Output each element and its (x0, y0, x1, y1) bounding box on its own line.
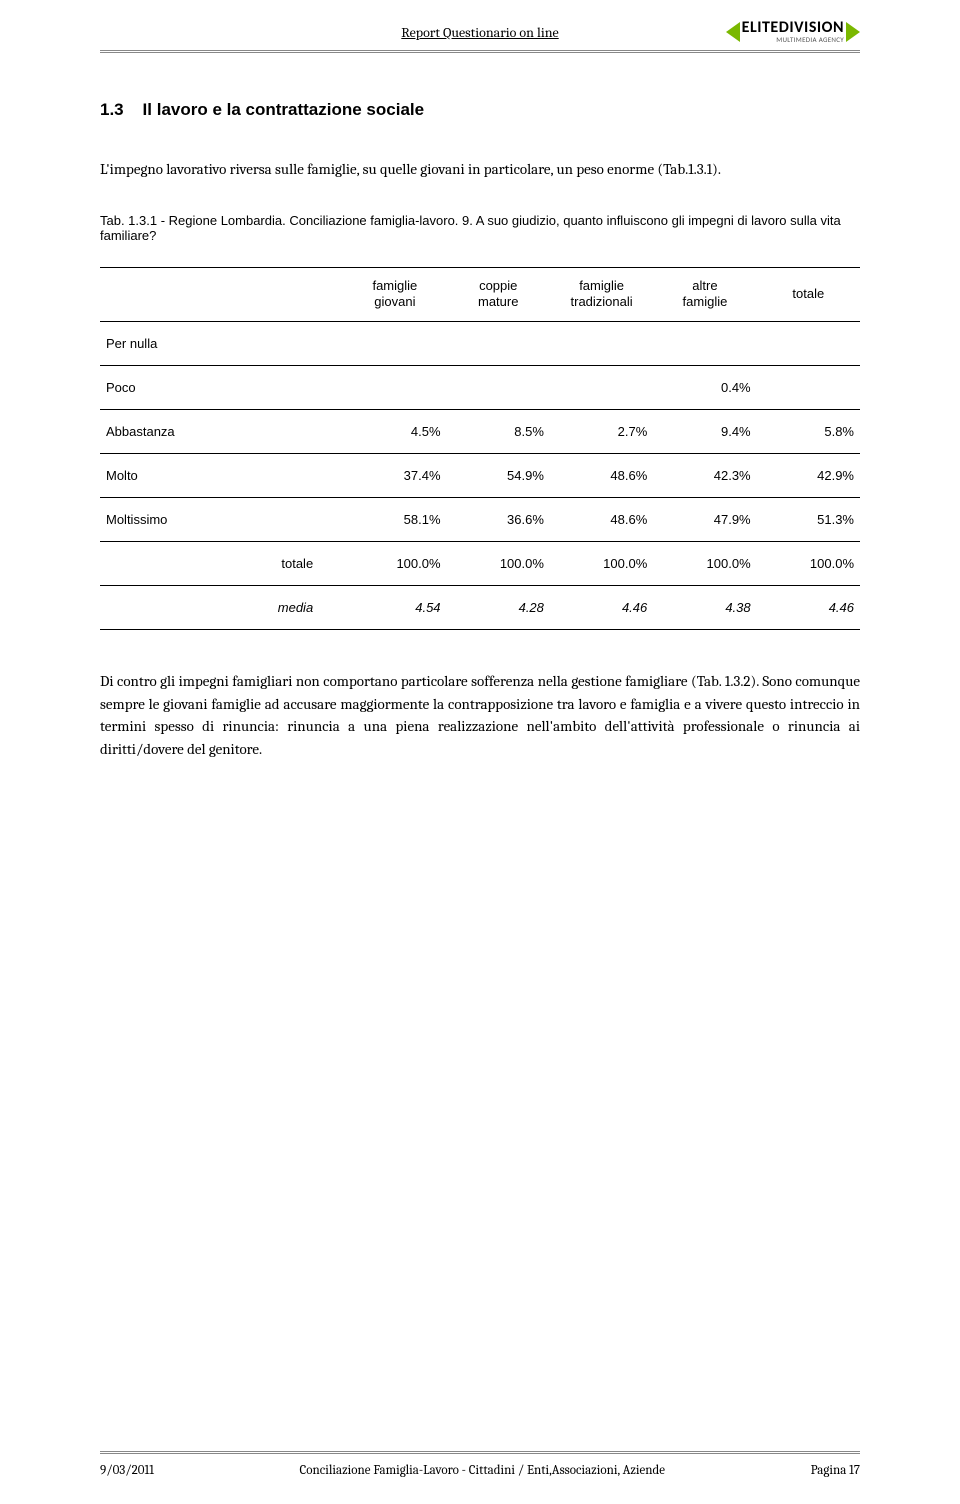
section-number: 1.3 (100, 100, 124, 119)
table-cell: 100.0% (757, 542, 860, 586)
table-header: coppiemature (447, 267, 550, 322)
page-content: 1.3 Il lavoro e la contrattazione social… (100, 100, 860, 792)
table-totale-row: totale100.0%100.0%100.0%100.0%100.0% (100, 542, 860, 586)
table-cell (550, 322, 653, 366)
table-cell (447, 322, 550, 366)
table-media-row: media4.544.284.464.384.46 (100, 586, 860, 630)
table-cell: 48.6% (550, 454, 653, 498)
row-label: Moltissimo (100, 498, 343, 542)
table-cell: 4.46 (550, 586, 653, 630)
table-cell (343, 366, 446, 410)
table-header: famiglietradizionali (550, 267, 653, 322)
row-label: Molto (100, 454, 343, 498)
table-row: Moltissimo58.1%36.6%48.6%47.9%51.3% (100, 498, 860, 542)
section-title: Il lavoro e la contrattazione sociale (143, 100, 425, 119)
logo-sub-text: MULTIMEDIA AGENCY (742, 36, 844, 43)
table-cell: 2.7% (550, 410, 653, 454)
table-header: altrefamiglie (653, 267, 756, 322)
brand-logo: ELITEDIVISION MULTIMEDIA AGENCY (726, 20, 860, 43)
table-cell: 37.4% (343, 454, 446, 498)
table-cell: 47.9% (653, 498, 756, 542)
table-row: Abbastanza4.5%8.5%2.7%9.4%5.8% (100, 410, 860, 454)
page-footer: 9/03/2011 Conciliazione Famiglia-Lavoro … (100, 1463, 860, 1478)
table-cell: 54.9% (447, 454, 550, 498)
table-cell: 4.46 (757, 586, 860, 630)
closing-paragraph: Di contro gli impegni famigliari non com… (100, 670, 860, 760)
table-cell: 4.38 (653, 586, 756, 630)
table-row: Molto37.4%54.9%48.6%42.3%42.9% (100, 454, 860, 498)
table-cell: 0.4% (653, 366, 756, 410)
table-cell: 100.0% (447, 542, 550, 586)
table-cell: 36.6% (447, 498, 550, 542)
footer-date: 9/03/2011 (100, 1463, 154, 1478)
table-header (100, 267, 343, 322)
table-cell (343, 322, 446, 366)
table-cell: 51.3% (757, 498, 860, 542)
chevron-left-icon (726, 22, 740, 42)
table-cell: 58.1% (343, 498, 446, 542)
table-header: totale (757, 267, 860, 322)
footer-page: Pagina 17 (811, 1463, 860, 1478)
row-label: Poco (100, 366, 343, 410)
intro-paragraph: L'impegno lavorativo riversa sulle famig… (100, 158, 860, 181)
table-cell: 42.3% (653, 454, 756, 498)
table-cell: 4.5% (343, 410, 446, 454)
section-heading: 1.3 Il lavoro e la contrattazione social… (100, 100, 860, 120)
table-cell: 9.4% (653, 410, 756, 454)
table-cell (447, 366, 550, 410)
table-cell (550, 366, 653, 410)
table-cell: 5.8% (757, 410, 860, 454)
table-header: famigliegiovani (343, 267, 446, 322)
table-cell (653, 322, 756, 366)
table-cell: 4.28 (447, 586, 550, 630)
header-rule (100, 50, 860, 53)
table-cell: 4.54 (343, 586, 446, 630)
table-cell: 100.0% (343, 542, 446, 586)
row-label: Per nulla (100, 322, 343, 366)
table-cell: 100.0% (550, 542, 653, 586)
table-header-row: famigliegiovani coppiemature famiglietra… (100, 267, 860, 322)
table-cell: 100.0% (653, 542, 756, 586)
table-cell: 42.9% (757, 454, 860, 498)
table-cell (757, 322, 860, 366)
table-cell (757, 366, 860, 410)
table-cell: 48.6% (550, 498, 653, 542)
row-label: totale (100, 542, 343, 586)
row-label: Abbastanza (100, 410, 343, 454)
table-row: Poco 0.4% (100, 366, 860, 410)
logo-main-text: ELITEDIVISION (742, 20, 844, 36)
footer-rule (100, 1451, 860, 1454)
footer-center: Conciliazione Famiglia-Lavoro - Cittadin… (300, 1463, 666, 1478)
table-caption: Tab. 1.3.1 - Regione Lombardia. Concilia… (100, 213, 860, 243)
chevron-right-icon (846, 22, 860, 42)
row-label: media (100, 586, 343, 630)
table-cell: 8.5% (447, 410, 550, 454)
table-row: Per nulla (100, 322, 860, 366)
data-table: famigliegiovani coppiemature famiglietra… (100, 267, 860, 631)
